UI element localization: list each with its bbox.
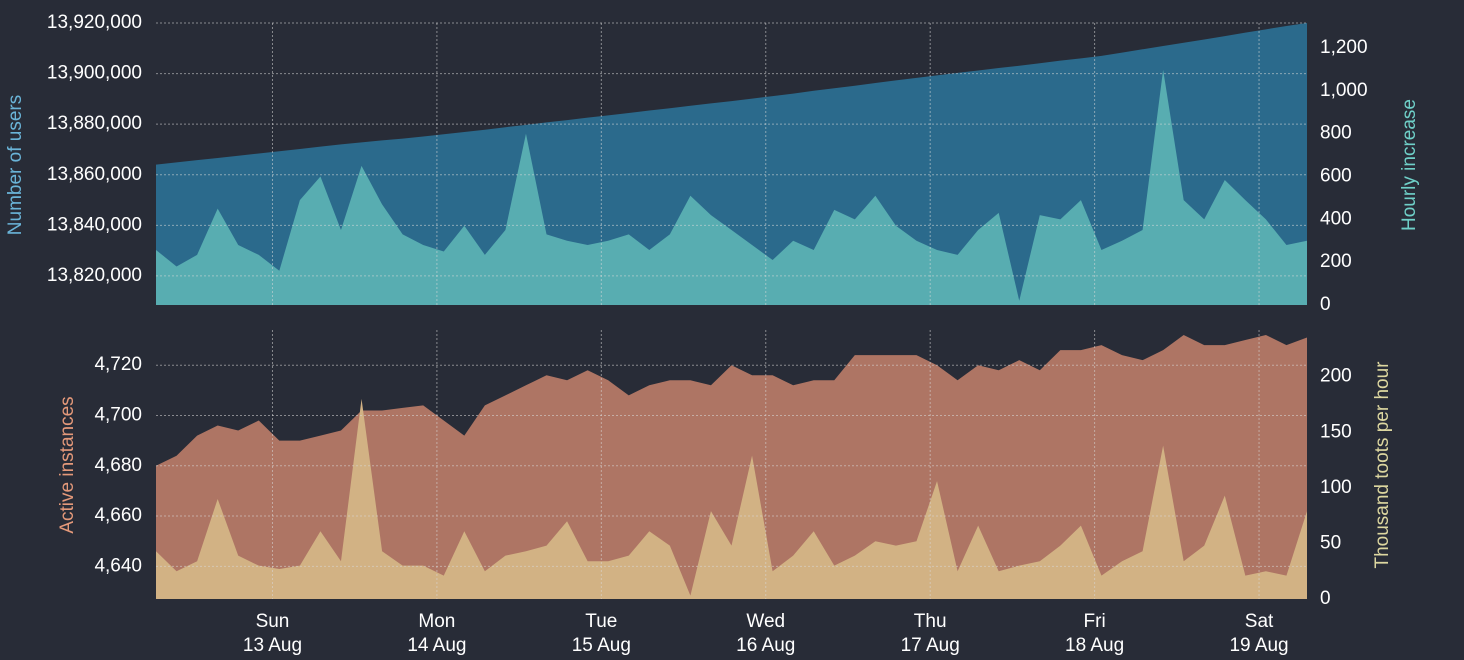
axis-title: Hourly increase xyxy=(1399,99,1420,231)
y2-tick-label: 0 xyxy=(1320,294,1331,315)
y-tick-label: 4,640 xyxy=(94,555,142,576)
x-tick-sublabel: 14 Aug xyxy=(407,635,466,656)
y-tick-label: 4,720 xyxy=(94,354,142,375)
axis-title: Number of users xyxy=(5,95,26,235)
x-tick-sublabel: 13 Aug xyxy=(243,635,302,656)
y2-tick-label: 1,200 xyxy=(1320,37,1368,58)
y2-tick-label: 100 xyxy=(1320,477,1352,498)
y-tick-label: 13,840,000 xyxy=(47,214,142,235)
x-tick-label: Thu xyxy=(914,611,947,632)
y-tick-label: 13,820,000 xyxy=(47,265,142,286)
y-tick-label: 13,900,000 xyxy=(47,63,142,84)
y2-tick-label: 200 xyxy=(1320,366,1352,387)
x-tick-sublabel: 18 Aug xyxy=(1065,635,1124,656)
x-tick-label: Fri xyxy=(1084,611,1106,632)
axis-title: Active instances xyxy=(57,396,78,533)
y2-tick-label: 0 xyxy=(1320,588,1331,609)
y-tick-label: 13,880,000 xyxy=(47,113,142,134)
area xyxy=(156,398,1307,599)
y-tick-label: 4,660 xyxy=(94,505,142,526)
y2-tick-label: 150 xyxy=(1320,421,1352,442)
x-tick-label: Wed xyxy=(746,611,785,632)
y2-tick-label: 800 xyxy=(1320,123,1352,144)
y2-tick-label: 50 xyxy=(1320,532,1341,553)
x-tick-label: Mon xyxy=(418,611,455,632)
y-tick-label: 4,680 xyxy=(94,455,142,476)
area xyxy=(156,335,1307,599)
x-tick-sublabel: 15 Aug xyxy=(572,635,631,656)
y-tick-label: 13,860,000 xyxy=(47,164,142,185)
y2-tick-label: 200 xyxy=(1320,251,1352,272)
x-tick-label: Sat xyxy=(1245,611,1274,632)
area xyxy=(156,23,1307,305)
x-tick-sublabel: 16 Aug xyxy=(736,635,795,656)
x-tick-label: Sun xyxy=(256,611,290,632)
y2-tick-label: 1,000 xyxy=(1320,80,1368,101)
x-tick-sublabel: 19 Aug xyxy=(1229,635,1288,656)
y2-tick-label: 600 xyxy=(1320,166,1352,187)
y2-tick-label: 400 xyxy=(1320,208,1352,229)
axis-title: Thousand toots per hour xyxy=(1372,361,1393,569)
y-tick-label: 13,920,000 xyxy=(47,12,142,33)
x-tick-sublabel: 17 Aug xyxy=(901,635,960,656)
y-tick-label: 4,700 xyxy=(94,404,142,425)
x-tick-label: Tue xyxy=(585,611,617,632)
area xyxy=(156,69,1307,305)
